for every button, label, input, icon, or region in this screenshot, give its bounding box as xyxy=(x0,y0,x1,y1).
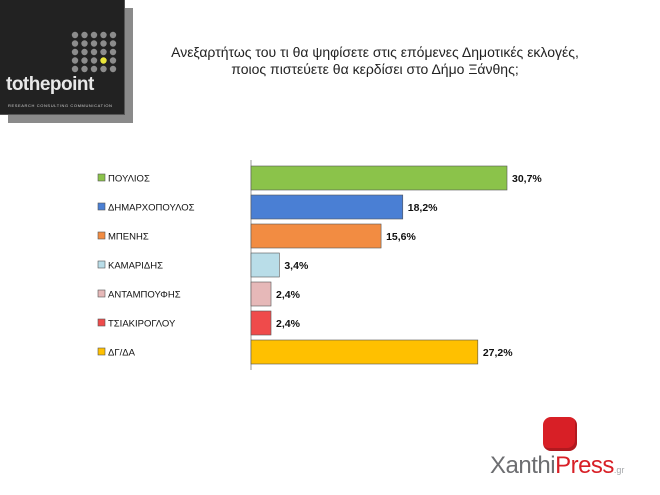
category-label: ΤΣΙΑΚΙΡΟΓΛΟΥ xyxy=(108,319,176,330)
bar xyxy=(250,252,280,278)
legend-swatch xyxy=(97,202,106,211)
xanthipress-logo-mark xyxy=(543,417,577,451)
category-label: ΜΠΕΝΗΣ xyxy=(108,232,149,243)
logo-dot xyxy=(109,40,117,47)
legend-swatch xyxy=(97,289,106,298)
logo-dot xyxy=(109,48,117,56)
logo-dot xyxy=(100,65,107,73)
bar xyxy=(250,223,382,249)
logo-tagline: RESEARCH CONSULTING COMMUNICATION xyxy=(8,103,113,108)
chart-title-line-2: ποιος πιστεύετε θα κερδίσει στο Δήμο Ξάν… xyxy=(231,61,519,77)
logo-dot xyxy=(71,48,79,56)
bar xyxy=(250,165,508,191)
logo-dot xyxy=(81,40,88,47)
legend-swatch xyxy=(97,173,106,182)
logo-dot xyxy=(100,31,107,39)
data-label: 2,4% xyxy=(276,289,301,301)
category-label: ΔΗΜΑΡΧΟΠΟΥΛΟΣ xyxy=(108,203,195,214)
logo-dot-grid xyxy=(71,31,117,73)
category-label: ΠΟΥΛΙΟΣ xyxy=(108,174,150,185)
logo-dot xyxy=(109,65,117,73)
category-label: ΑΝΤΑΜΠΟΥΦΗΣ xyxy=(108,290,181,301)
legend-swatch xyxy=(97,260,106,269)
logo-dot xyxy=(109,57,117,64)
bar xyxy=(250,310,272,336)
bar xyxy=(250,339,479,365)
logo-dot xyxy=(90,57,98,64)
logo-dot xyxy=(71,31,79,39)
data-label: 2,4% xyxy=(276,318,301,330)
logo-dot xyxy=(71,65,79,73)
logo-dot xyxy=(90,65,98,73)
data-label: 3,4% xyxy=(284,260,309,272)
category-label: ΔΓ/ΔΑ xyxy=(108,348,136,359)
xanthipress-logo: XanthiPress.gr xyxy=(490,452,624,480)
logo-dot xyxy=(81,48,88,56)
xanthipress-logo-part2: Press xyxy=(555,452,614,479)
logo-dot xyxy=(90,31,98,39)
logo-dot xyxy=(100,40,107,47)
data-label: 18,2% xyxy=(408,202,438,214)
category-label: ΚΑΜΑΡΙΔΗΣ xyxy=(108,261,163,272)
tothepoint-logo: tothepoint RESEARCH CONSULTING COMMUNICA… xyxy=(0,0,125,115)
logo-dot xyxy=(81,65,88,73)
data-label: 15,6% xyxy=(386,231,416,243)
logo-dot xyxy=(81,31,88,39)
logo-dot xyxy=(90,48,98,56)
logo-dot xyxy=(109,31,117,39)
logo-wordmark: tothepoint xyxy=(6,74,94,95)
logo-dot xyxy=(71,57,79,64)
legend-swatch xyxy=(97,318,106,327)
chart-title: Ανεξαρτήτως του τι θα ψηφίσετε στις επόμ… xyxy=(140,44,610,78)
xanthipress-logo-part1: Xanthi xyxy=(490,452,556,479)
bar xyxy=(250,194,404,220)
chart-title-line-1: Ανεξαρτήτως του τι θα ψηφίσετε στις επόμ… xyxy=(171,44,579,60)
logo-dot xyxy=(90,40,98,47)
legend-swatch xyxy=(97,231,106,240)
logo-dot xyxy=(71,40,79,47)
data-label: 30,7% xyxy=(512,173,542,185)
xanthipress-logo-suffix: .gr xyxy=(613,465,625,475)
data-label: 27,2% xyxy=(483,347,513,359)
logo-dot xyxy=(81,57,88,64)
logo-dot xyxy=(100,57,107,64)
legend-swatch xyxy=(97,347,106,356)
logo-dot xyxy=(100,48,107,56)
bar xyxy=(250,281,272,307)
